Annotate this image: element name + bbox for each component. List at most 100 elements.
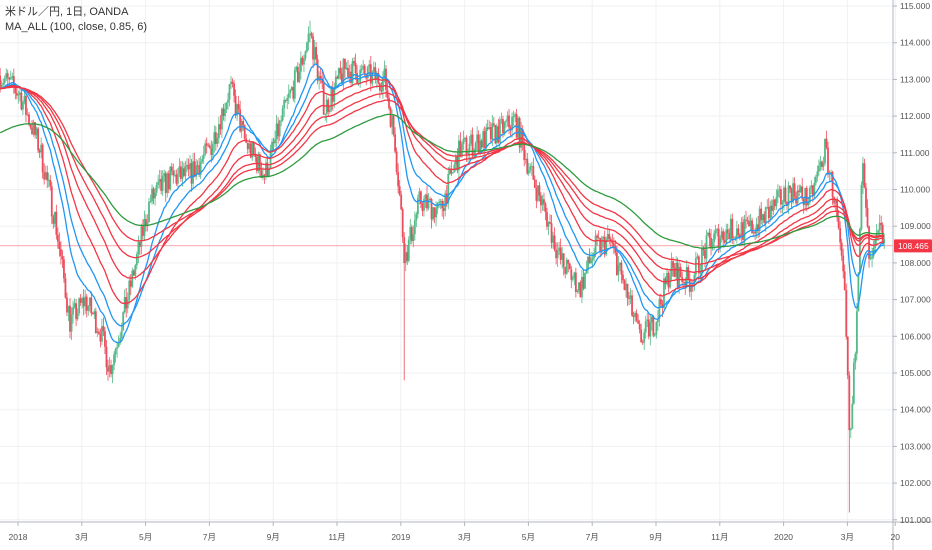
time-axis[interactable]: 2018 3月 5月 7月 9月 11月 2019 3月 5月 7月 9月 11月 2020 3月 20 bbox=[9, 522, 901, 542]
candle-body bbox=[667, 272, 670, 288]
chart-legend: 米ドル／円, 1日, OANDA MA_ALL (100, close, 0.8… bbox=[5, 5, 147, 35]
candle-body bbox=[723, 240, 726, 243]
candle-body bbox=[776, 190, 779, 198]
last-price-value: 108.465 bbox=[898, 241, 929, 251]
candle-body bbox=[137, 241, 140, 255]
candle-body bbox=[477, 134, 480, 154]
candle-body bbox=[430, 199, 433, 220]
candle-body bbox=[88, 297, 91, 307]
candle-body bbox=[107, 367, 109, 372]
candle-body bbox=[101, 326, 103, 342]
candle-body bbox=[371, 71, 374, 84]
candle-body bbox=[231, 81, 234, 84]
candle-body bbox=[313, 47, 316, 60]
candle-body bbox=[802, 198, 805, 206]
candle-body bbox=[834, 198, 837, 204]
candle-body bbox=[878, 222, 881, 231]
price-axis[interactable]: 101.000 102.000 103.000 104.000 105.000 106.0… bbox=[893, 1, 931, 525]
candle-body bbox=[748, 221, 750, 227]
candle-body bbox=[196, 165, 199, 167]
candle-body bbox=[87, 306, 90, 311]
candle-body bbox=[840, 242, 843, 256]
candle-body bbox=[233, 83, 235, 96]
candle-body bbox=[260, 170, 263, 178]
candle-body bbox=[142, 226, 144, 236]
candle-body bbox=[509, 127, 512, 131]
candle-body bbox=[20, 92, 23, 110]
candle-body bbox=[330, 88, 333, 110]
candle-body bbox=[808, 188, 811, 203]
candle-body bbox=[46, 172, 49, 181]
candle-body bbox=[641, 342, 644, 344]
ma-line-ma-fast-1 bbox=[0, 63, 885, 344]
candle-body bbox=[739, 234, 741, 238]
candle-body bbox=[34, 122, 36, 136]
candle-body bbox=[851, 403, 854, 429]
candle-body bbox=[596, 235, 599, 238]
candle-body bbox=[649, 322, 652, 337]
candle-body bbox=[242, 121, 245, 126]
candle-body bbox=[120, 330, 123, 338]
candle-body bbox=[134, 265, 137, 276]
candle-body bbox=[210, 148, 213, 155]
candle-body bbox=[413, 220, 416, 235]
candle-body bbox=[612, 243, 615, 247]
candle-body bbox=[576, 290, 579, 292]
candle-body bbox=[716, 228, 719, 231]
x-tick-label: 2020 bbox=[774, 532, 793, 542]
candle-body bbox=[401, 209, 404, 238]
candle-body bbox=[354, 62, 357, 74]
candle-body bbox=[579, 282, 582, 298]
candle-body bbox=[824, 138, 826, 164]
candle-body bbox=[108, 365, 111, 372]
candle-body bbox=[336, 76, 339, 79]
candle-body bbox=[825, 138, 828, 148]
candle-body bbox=[298, 71, 301, 82]
candle-body bbox=[711, 242, 714, 248]
candle-body bbox=[122, 312, 125, 331]
y-tick-label: 111.000 bbox=[900, 148, 930, 158]
x-tick-label: 2018 bbox=[9, 532, 28, 542]
candle-body bbox=[544, 203, 547, 213]
candle-body bbox=[398, 186, 401, 195]
candle-body bbox=[421, 203, 424, 211]
candle-body bbox=[205, 143, 208, 146]
candle-body bbox=[169, 166, 172, 190]
x-tick-label: 3月 bbox=[75, 532, 88, 542]
candle-body bbox=[184, 166, 187, 176]
candle-body bbox=[283, 99, 286, 109]
candle-body bbox=[221, 108, 223, 130]
candle-body bbox=[543, 199, 545, 204]
candle-body bbox=[755, 224, 758, 234]
candle-body bbox=[163, 173, 166, 177]
candle-body bbox=[75, 303, 77, 320]
candle-body bbox=[591, 257, 594, 261]
candle-body bbox=[729, 218, 732, 240]
candle-body bbox=[508, 115, 510, 128]
indicator-title[interactable]: MA_ALL (100, close, 0.85, 6) bbox=[5, 21, 148, 33]
candle-body bbox=[719, 238, 722, 249]
candle-body bbox=[801, 186, 804, 199]
ma-line-ma-mid-1 bbox=[0, 78, 885, 305]
y-tick-label: 109.000 bbox=[900, 221, 931, 231]
candle-body bbox=[533, 179, 536, 188]
symbol-title[interactable]: 米ドル／円, 1日, OANDA bbox=[5, 6, 129, 18]
candle-body bbox=[309, 33, 311, 35]
candle-body bbox=[725, 229, 728, 243]
candle-body bbox=[880, 222, 883, 225]
candle-body bbox=[883, 239, 886, 243]
candle-body bbox=[18, 92, 21, 95]
candle-body bbox=[605, 239, 608, 255]
candle-body bbox=[839, 228, 842, 243]
x-tick-label: 11月 bbox=[328, 532, 345, 542]
candle-body bbox=[859, 228, 861, 273]
candle-body bbox=[72, 307, 74, 315]
candle-body bbox=[514, 114, 516, 117]
candle-body bbox=[615, 252, 618, 275]
x-tick-label: 5月 bbox=[522, 532, 535, 542]
y-tick-label: 112.000 bbox=[900, 111, 930, 121]
candle-body bbox=[392, 115, 395, 135]
candle-body bbox=[225, 102, 228, 110]
candle-body bbox=[506, 115, 509, 122]
